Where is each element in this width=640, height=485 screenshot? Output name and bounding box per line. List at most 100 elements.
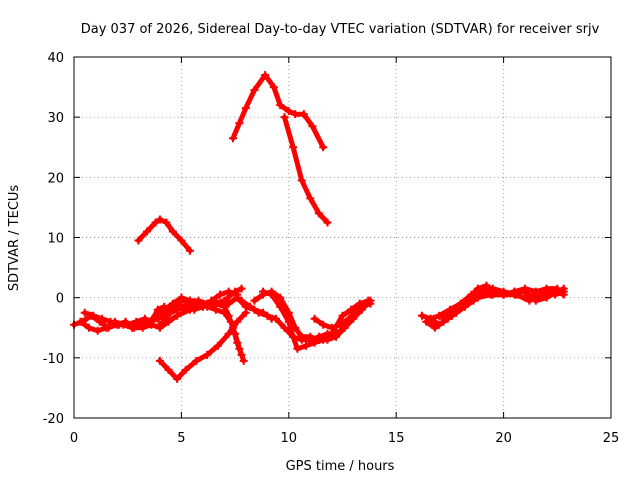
data-point-marker bbox=[160, 305, 169, 314]
data-point-marker bbox=[488, 284, 497, 293]
data-point-marker bbox=[192, 356, 201, 365]
data-point-marker bbox=[291, 110, 300, 119]
data-point-marker bbox=[143, 227, 152, 236]
data-point-marker bbox=[299, 110, 308, 119]
data-point-marker bbox=[185, 246, 194, 255]
data-point-marker bbox=[263, 311, 272, 320]
data-point-marker bbox=[289, 143, 298, 152]
data-point-marker bbox=[164, 365, 173, 374]
data-point-marker bbox=[220, 302, 229, 311]
data-point-marker bbox=[293, 344, 302, 353]
series-line bbox=[135, 216, 193, 254]
data-point-marker bbox=[254, 308, 263, 317]
data-point-marker bbox=[194, 296, 203, 305]
data-point-marker bbox=[439, 314, 448, 323]
data-point-marker bbox=[521, 287, 530, 296]
data-point-marker bbox=[276, 302, 285, 311]
data-point-marker bbox=[168, 299, 177, 308]
data-point-marker bbox=[177, 293, 186, 302]
grid-lines bbox=[74, 57, 611, 418]
data-point-marker bbox=[132, 317, 141, 326]
data-point-marker bbox=[314, 209, 323, 218]
data-point-marker bbox=[97, 314, 106, 323]
data-point-marker bbox=[181, 365, 190, 374]
data-point-marker bbox=[233, 290, 242, 299]
data-point-marker bbox=[211, 299, 220, 308]
data-point-marker bbox=[344, 314, 353, 323]
data-point-marker bbox=[216, 290, 225, 299]
data-point-marker bbox=[237, 296, 246, 305]
data-point-marker bbox=[531, 296, 540, 305]
x-tick-label: 15 bbox=[388, 431, 405, 446]
x-tick-label: 25 bbox=[603, 431, 620, 446]
data-point-marker bbox=[422, 317, 431, 326]
data-point-marker bbox=[102, 323, 111, 332]
data-point-marker bbox=[308, 122, 317, 131]
data-point-marker bbox=[435, 311, 444, 320]
data-point-marker bbox=[306, 194, 315, 203]
y-tick-label: 10 bbox=[47, 232, 64, 247]
data-point-marker bbox=[250, 86, 259, 95]
data-point-marker bbox=[542, 293, 551, 302]
chart-title: Day 037 of 2026, Sidereal Day-to-day VTE… bbox=[81, 22, 600, 37]
data-point-marker bbox=[336, 320, 345, 329]
data-point-marker bbox=[145, 317, 154, 326]
data-point-marker bbox=[450, 308, 459, 317]
x-tick-label: 20 bbox=[495, 431, 512, 446]
data-point-marker bbox=[271, 314, 280, 323]
data-point-marker bbox=[190, 305, 199, 314]
data-point-marker bbox=[237, 350, 246, 359]
data-point-marker bbox=[241, 104, 250, 113]
data-point-marker bbox=[310, 314, 319, 323]
series-track-1 bbox=[134, 215, 194, 255]
data-point-marker bbox=[155, 356, 164, 365]
data-point-marker bbox=[430, 323, 439, 332]
data-point-marker bbox=[276, 293, 285, 302]
series-line bbox=[282, 114, 330, 225]
data-point-marker bbox=[486, 290, 495, 299]
data-point-marker bbox=[155, 320, 164, 329]
data-point-marker bbox=[284, 107, 293, 116]
data-point-marker bbox=[297, 176, 306, 185]
data-point-marker bbox=[323, 218, 332, 227]
data-point-marker bbox=[115, 320, 124, 329]
data-point-marker bbox=[173, 374, 182, 383]
y-tick-label: 20 bbox=[47, 171, 64, 186]
data-point-marker bbox=[319, 143, 328, 152]
y-tick-label: -20 bbox=[43, 412, 64, 427]
data-point-marker bbox=[168, 227, 177, 236]
data-point-marker bbox=[559, 284, 568, 293]
data-point-marker bbox=[224, 299, 233, 308]
data-point-marker bbox=[224, 311, 233, 320]
x-tick-label: 10 bbox=[281, 431, 298, 446]
data-point-marker bbox=[473, 293, 482, 302]
data-point-marker bbox=[203, 299, 212, 308]
data-point-marker bbox=[181, 302, 190, 311]
data-series bbox=[70, 71, 568, 383]
data-point-marker bbox=[162, 314, 171, 323]
data-point-marker bbox=[213, 341, 222, 350]
data-point-marker bbox=[319, 320, 328, 329]
data-point-marker bbox=[134, 236, 143, 245]
data-point-marker bbox=[467, 290, 476, 299]
data-point-marker bbox=[93, 326, 102, 335]
data-point-marker bbox=[362, 299, 371, 308]
data-point-marker bbox=[460, 299, 469, 308]
data-point-marker bbox=[259, 287, 268, 296]
data-point-marker bbox=[80, 308, 89, 317]
series-track-2 bbox=[228, 71, 328, 152]
data-point-marker bbox=[151, 218, 160, 227]
data-point-marker bbox=[289, 332, 298, 341]
data-point-marker bbox=[76, 317, 85, 326]
data-point-marker bbox=[531, 287, 540, 296]
data-point-marker bbox=[319, 335, 328, 344]
x-tick-label: 0 bbox=[70, 431, 78, 446]
y-tick-label: 0 bbox=[56, 292, 64, 307]
data-point-marker bbox=[553, 287, 562, 296]
data-point-marker bbox=[338, 311, 347, 320]
series-track-9 bbox=[145, 293, 246, 359]
series-track-3 bbox=[280, 113, 332, 227]
data-point-marker bbox=[85, 323, 94, 332]
